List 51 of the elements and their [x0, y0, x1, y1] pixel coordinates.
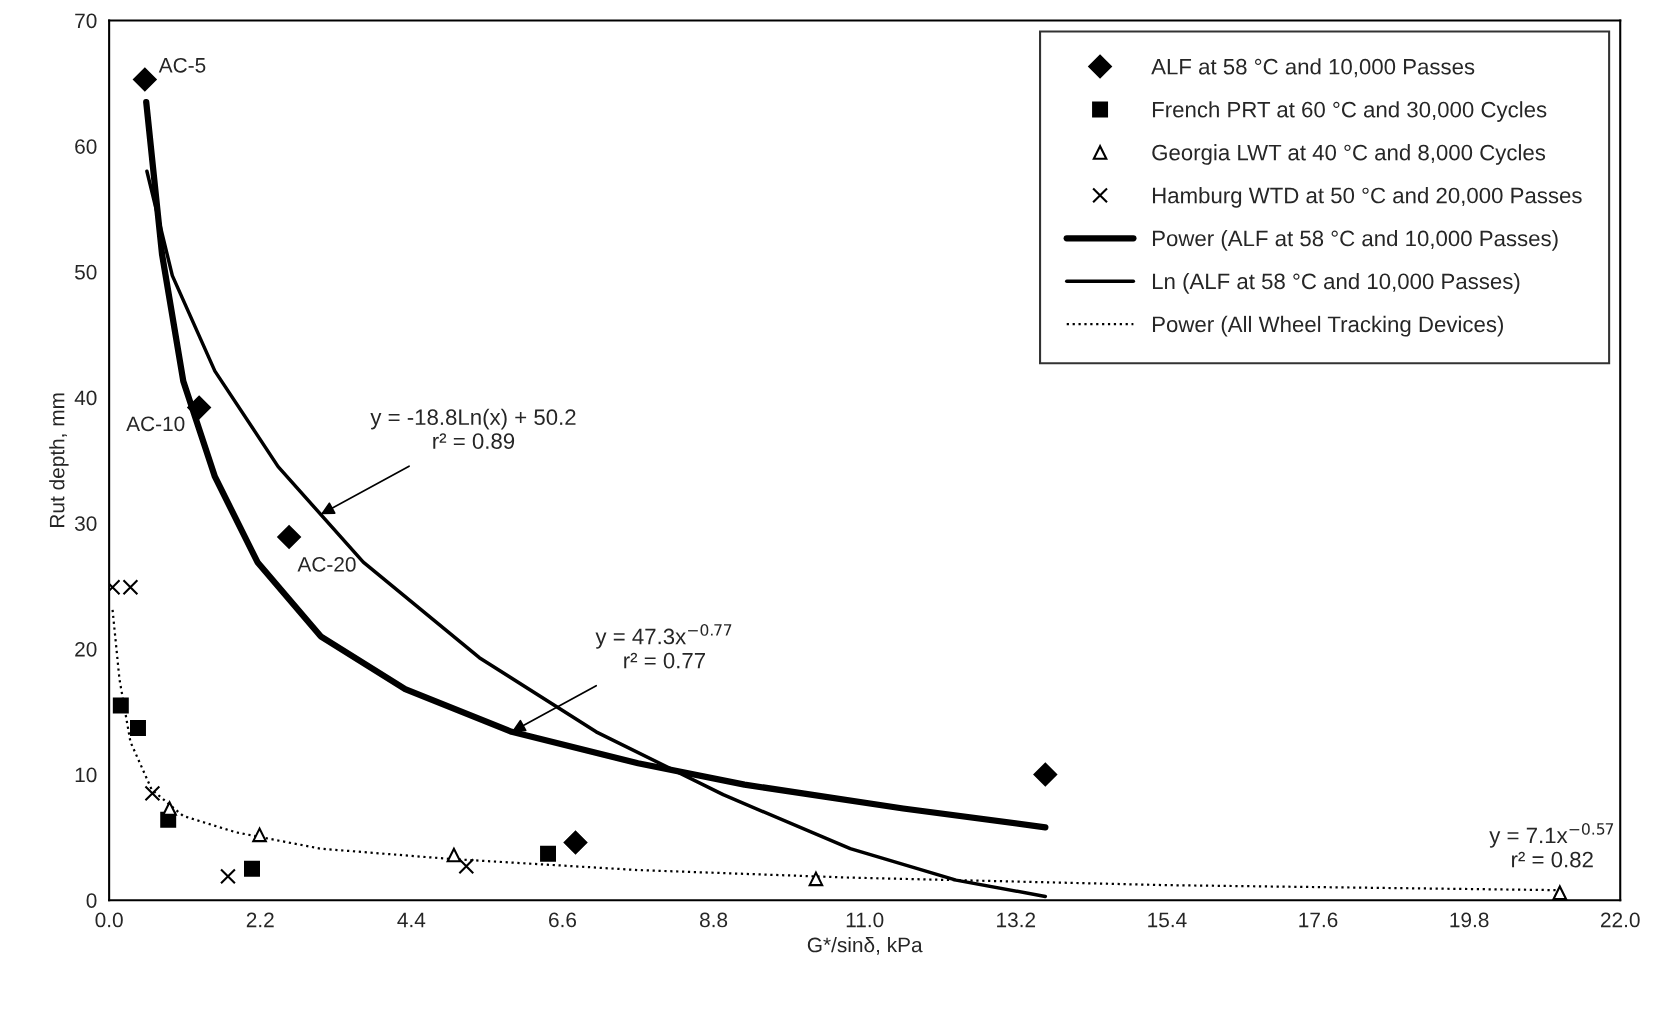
annotation: y = -18.8Ln(x) + 50.2 r² = 0.89	[370, 408, 576, 449]
y-tick-label: 10	[75, 767, 97, 783]
point	[162, 801, 177, 816]
point	[244, 860, 260, 877]
x-tick-label: 0.0	[95, 912, 123, 928]
x-tick-label: 4.4	[397, 912, 426, 928]
point	[144, 785, 161, 802]
y-tick-label: 70	[75, 13, 97, 29]
legend-label: Georgia LWT at 40 °C and 8,000 Cycles	[1152, 144, 1546, 165]
legend-label: ALF at 58 °C and 10,000 Passes	[1151, 58, 1475, 78]
data-label: AC-5	[158, 57, 206, 73]
point	[277, 525, 301, 549]
x-tick-label: 22.0	[1601, 912, 1640, 928]
y-tick-label: 30	[74, 516, 97, 531]
y-tick-label: 40	[74, 390, 97, 406]
point	[130, 720, 146, 737]
x-tick-label: 2.2	[246, 912, 274, 928]
legend-label: French PRT at 60 °C and 30,000 Cycles	[1152, 101, 1547, 122]
x-tick-label: 6.6	[549, 912, 577, 928]
point	[563, 830, 588, 855]
data-label: AC-10	[126, 416, 185, 432]
legend-label: Hamburg WTD at 50 °C and 20,000 Passes	[1152, 187, 1582, 208]
point	[219, 868, 236, 885]
legend-label: Power (All Wheel Tracking Devices)	[1152, 315, 1503, 337]
point	[187, 395, 211, 420]
y-tick-label: 20	[75, 641, 97, 657]
point	[808, 871, 824, 887]
legend-label: Ln (ALF at 58 °C and 10,000 Passes)	[1152, 272, 1520, 294]
y-tick-label: 60	[75, 139, 97, 154]
annotation: y = 7.1x$^{−0.57}$ r² = 0.82	[1489, 823, 1614, 868]
y-tick-label: 50	[74, 264, 97, 280]
x-tick-label: 13.2	[997, 912, 1036, 928]
x-tick-label: 19.8	[1450, 912, 1489, 928]
point	[133, 67, 157, 92]
x-tick-label: 11.0	[846, 912, 884, 928]
legend-label: Power (ALF at 58 °C and 10,000 Passes)	[1152, 229, 1558, 251]
point	[1552, 885, 1568, 900]
x-tick-label: 15.4	[1148, 912, 1187, 928]
y-tick-label: 0	[86, 893, 97, 908]
x-tick-label: 8.8	[700, 912, 728, 928]
x-axis-title: G*/sinδ, kPa	[807, 937, 923, 955]
x-tick-label: 17.6	[1299, 912, 1338, 928]
annotation: y = 47.3x$^{−0.77}$ r² = 0.77	[595, 624, 732, 669]
point	[1033, 762, 1058, 787]
data-label: AC-20	[297, 557, 356, 572]
point	[112, 697, 129, 714]
point	[252, 827, 267, 843]
point	[446, 847, 462, 863]
y-axis-title: Rut depth, mm	[49, 393, 69, 527]
point	[458, 858, 475, 875]
point	[540, 845, 557, 862]
